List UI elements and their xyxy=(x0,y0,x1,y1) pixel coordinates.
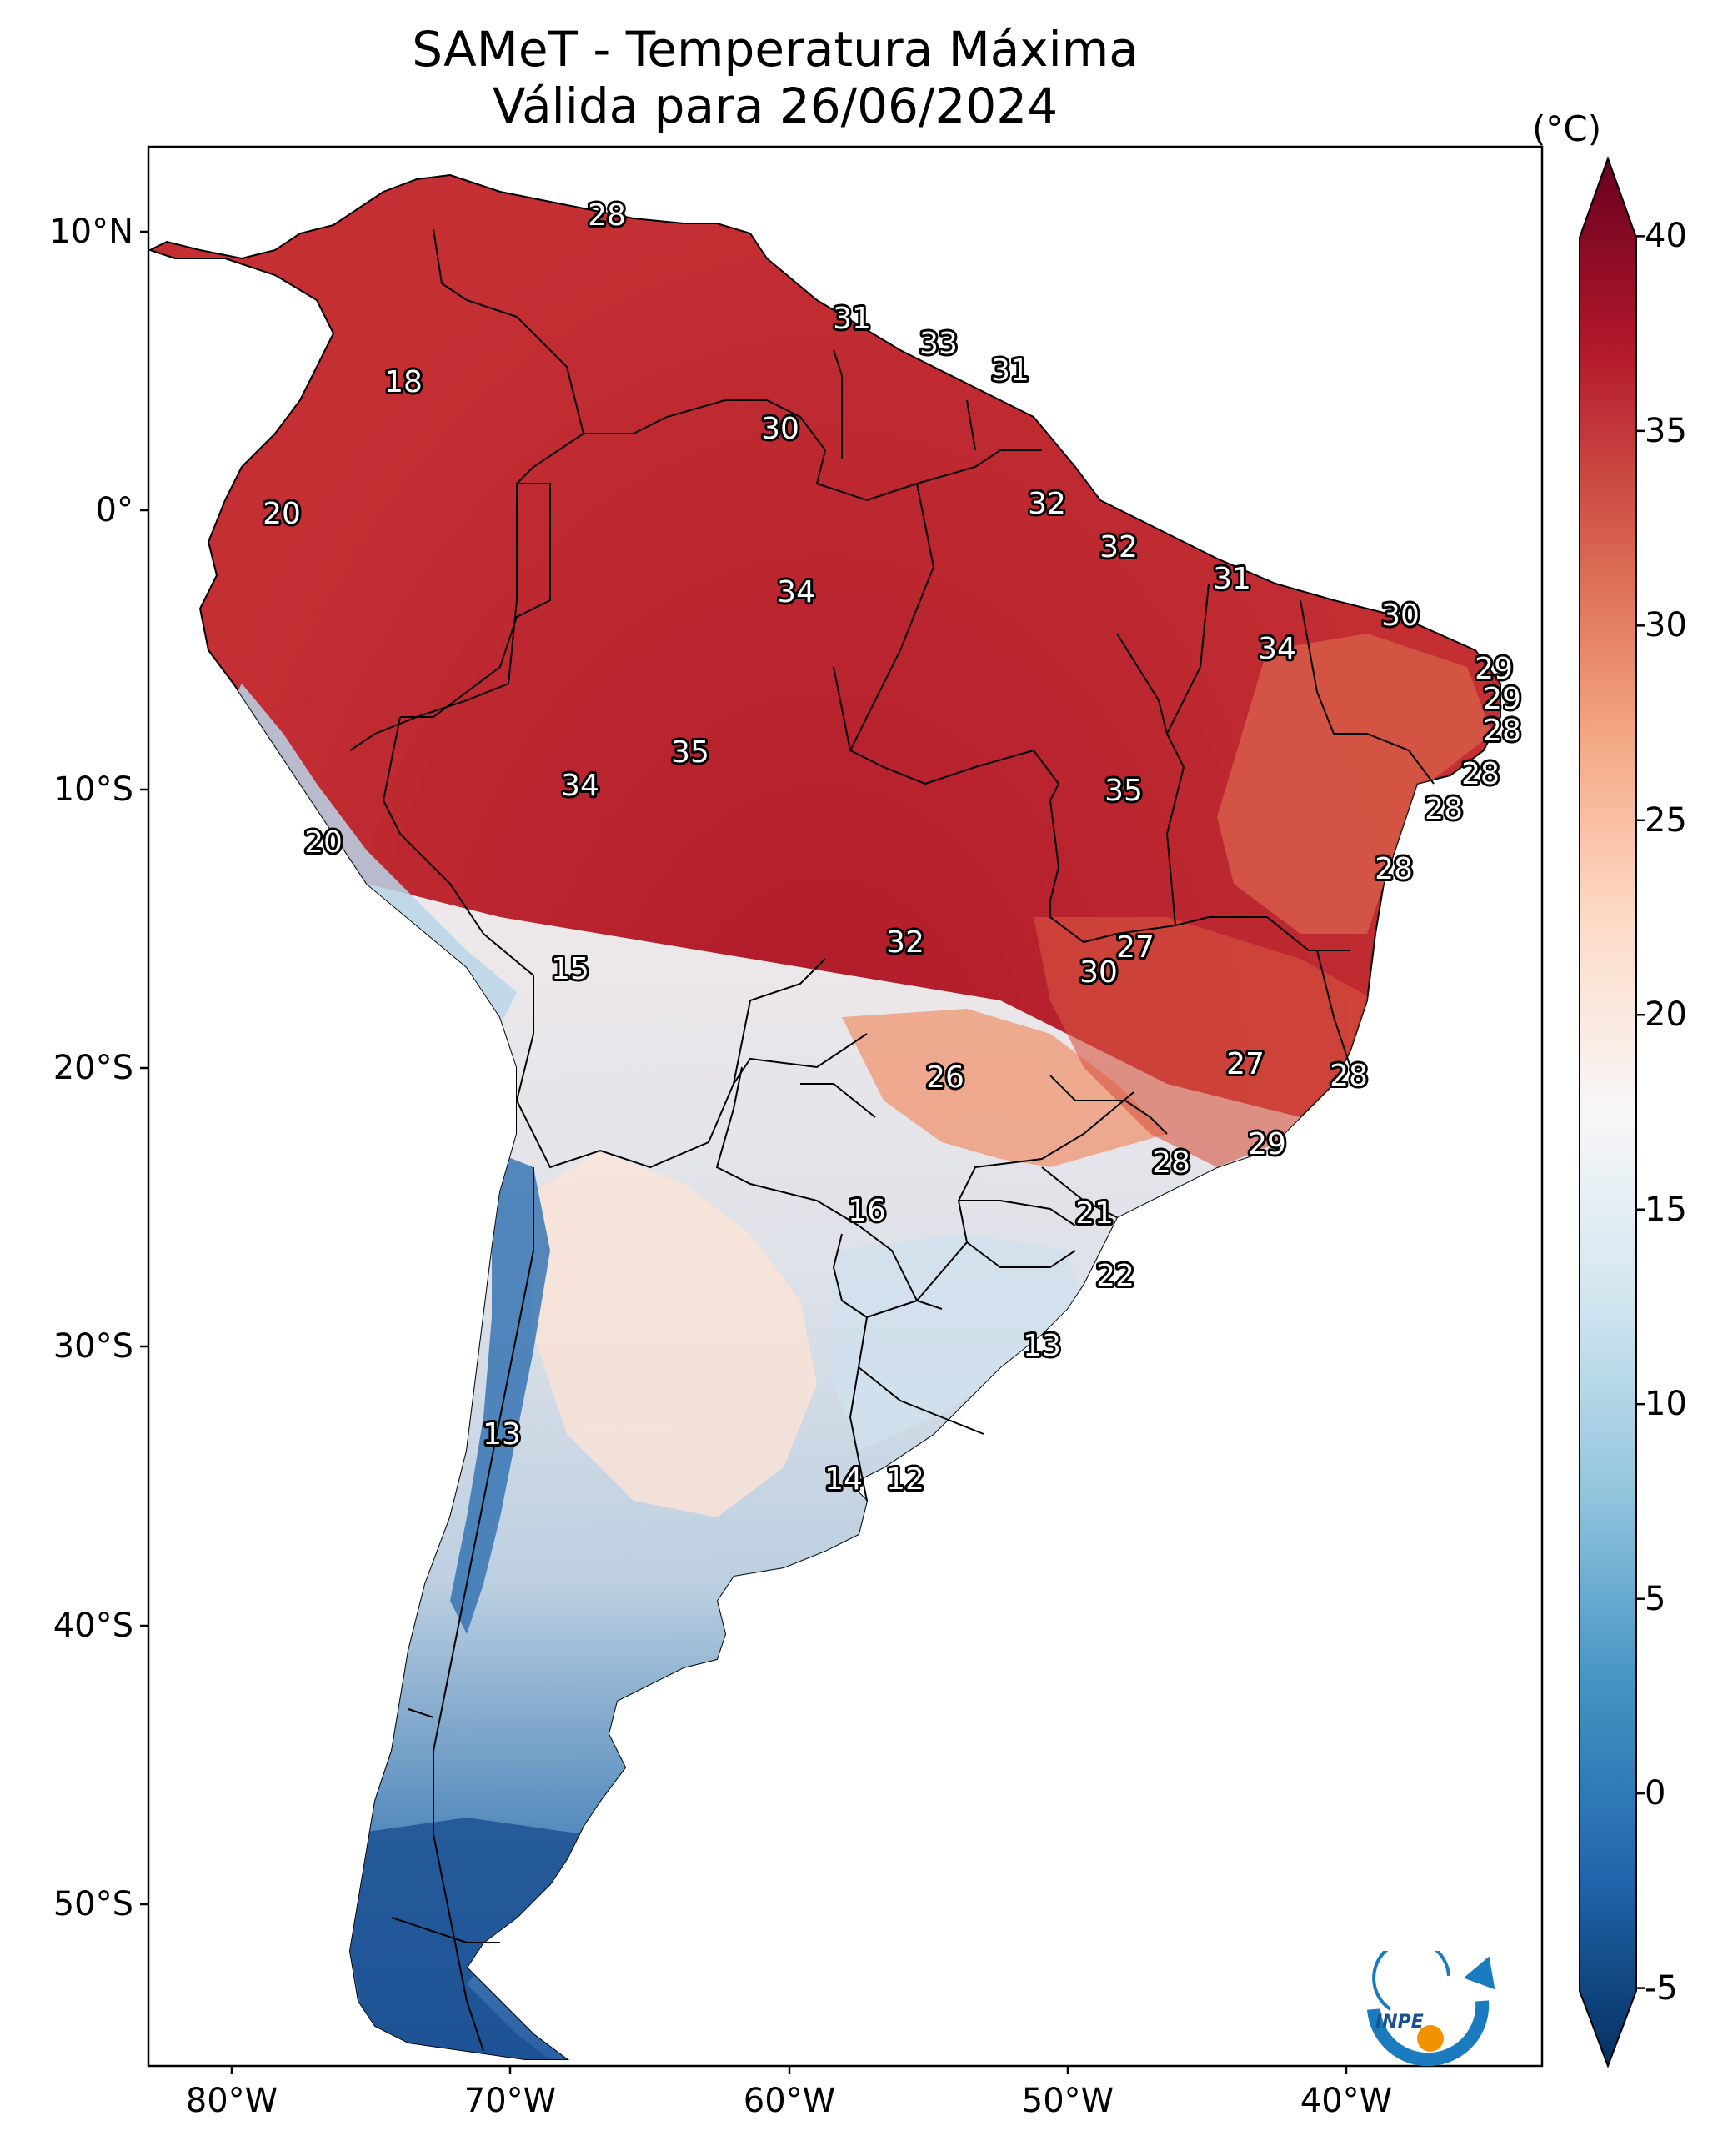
temperature-label: 28 xyxy=(588,198,626,233)
temperature-label: 33 xyxy=(919,327,958,361)
colorbar-unit: (°C) xyxy=(1532,108,1602,149)
logo-text: INPE xyxy=(1375,2012,1424,2033)
lat-label-10s: 10°S xyxy=(53,770,133,809)
temperature-label: 29 xyxy=(1475,652,1513,686)
colorbar-tick-label: 15 xyxy=(1645,1190,1687,1229)
warm-region-southeast xyxy=(1034,917,1375,1167)
peru-andes-cool-band xyxy=(225,684,517,1025)
temperature-label: 28 xyxy=(1461,757,1500,791)
temperature-label: 28 xyxy=(1330,1059,1368,1093)
temperature-label: 30 xyxy=(1381,599,1420,633)
temperature-label: 27 xyxy=(1226,1047,1265,1081)
temperature-label: 31 xyxy=(1213,562,1251,596)
lon-label-60w: 60°W xyxy=(743,2082,836,2120)
colorbar-tick-label: -5 xyxy=(1645,1968,1678,2008)
temperature-label: 22 xyxy=(1096,1259,1134,1293)
temperature-label: 35 xyxy=(1104,774,1143,808)
colorbar-tick-label: 10 xyxy=(1645,1385,1687,1424)
temperature-label: 26 xyxy=(926,1060,964,1095)
warm-region-pantanal xyxy=(842,1009,1167,1167)
temperature-label: 15 xyxy=(551,952,589,986)
temperature-label: 29 xyxy=(1248,1127,1286,1161)
temperature-label: 34 xyxy=(561,769,599,803)
temperature-label: 28 xyxy=(1425,792,1463,826)
temperature-label: 13 xyxy=(483,1417,521,1452)
temperature-label: 34 xyxy=(1258,632,1296,666)
map-title: SAMeT - Temperatura Máxima xyxy=(412,21,1139,78)
lat-label-0: 0° xyxy=(95,491,133,529)
colorbar-tick-label: 20 xyxy=(1645,995,1687,1035)
temperature-label: 32 xyxy=(886,925,924,960)
temperature-label: 27 xyxy=(1116,930,1155,965)
temperature-label: 12 xyxy=(886,1462,924,1497)
patagonia-cold-region xyxy=(350,1818,584,2059)
colorbar-tick-label: 25 xyxy=(1645,800,1687,840)
temperature-label: 14 xyxy=(824,1462,863,1497)
logo-dot xyxy=(1417,2025,1444,2052)
warm-region-northeast xyxy=(1217,634,1492,934)
map-frame xyxy=(147,145,1544,2068)
colorbar-tick-label: 35 xyxy=(1645,411,1687,450)
lat-label-20s: 20°S xyxy=(53,1049,133,1087)
temperature-label: 30 xyxy=(1079,955,1118,990)
lat-label-50s: 50°S xyxy=(53,1885,133,1923)
temperature-label: 35 xyxy=(671,735,709,770)
map-subtitle: Válida para 26/06/2024 xyxy=(492,78,1059,134)
temperature-label: 32 xyxy=(1099,530,1138,564)
lon-label-50w: 50°W xyxy=(1021,2082,1114,2120)
axis-ticks xyxy=(140,230,1348,2074)
colorbar xyxy=(1579,156,1645,2068)
inpe-logo: INPE xyxy=(1367,1951,1495,2067)
temperature-label: 28 xyxy=(1152,1146,1190,1180)
lat-label-40s: 40°S xyxy=(53,1607,133,1645)
temperature-label: 13 xyxy=(1023,1329,1061,1363)
temperature-label: 21 xyxy=(1075,1196,1114,1231)
political-borders xyxy=(349,228,1435,2052)
temperature-label: 34 xyxy=(777,575,815,609)
temperature-label: 18 xyxy=(384,365,423,399)
temperature-label: 30 xyxy=(761,412,799,446)
colorbar-tick-label: 0 xyxy=(1645,1774,1666,1813)
colorbar-tick-label: 5 xyxy=(1645,1579,1666,1618)
temperature-label: 16 xyxy=(848,1194,886,1228)
lat-label-10n: 10°N xyxy=(49,213,133,251)
lat-label-30s: 30°S xyxy=(53,1327,133,1366)
lon-label-70w: 70°W xyxy=(463,2082,557,2120)
temperature-label: 28 xyxy=(1483,714,1521,748)
warm-region-chaco xyxy=(533,1151,817,1517)
temperature-label: 20 xyxy=(304,825,343,860)
temperature-label: 31 xyxy=(833,302,871,336)
colorbar-tick-label: 30 xyxy=(1645,606,1687,645)
andes-cold-band xyxy=(450,1151,550,1634)
temperature-label: 29 xyxy=(1483,682,1521,716)
colorbar-tick-label: 40 xyxy=(1645,217,1687,256)
lon-label-80w: 80°W xyxy=(185,2082,278,2120)
temperature-label: 20 xyxy=(263,497,301,531)
temperature-label: 32 xyxy=(1028,487,1066,521)
lon-label-40w: 40°W xyxy=(1300,2082,1393,2120)
colorbar-scale xyxy=(1579,156,1637,2068)
temperature-label: 28 xyxy=(1375,852,1413,886)
temperature-label: 31 xyxy=(991,353,1029,388)
